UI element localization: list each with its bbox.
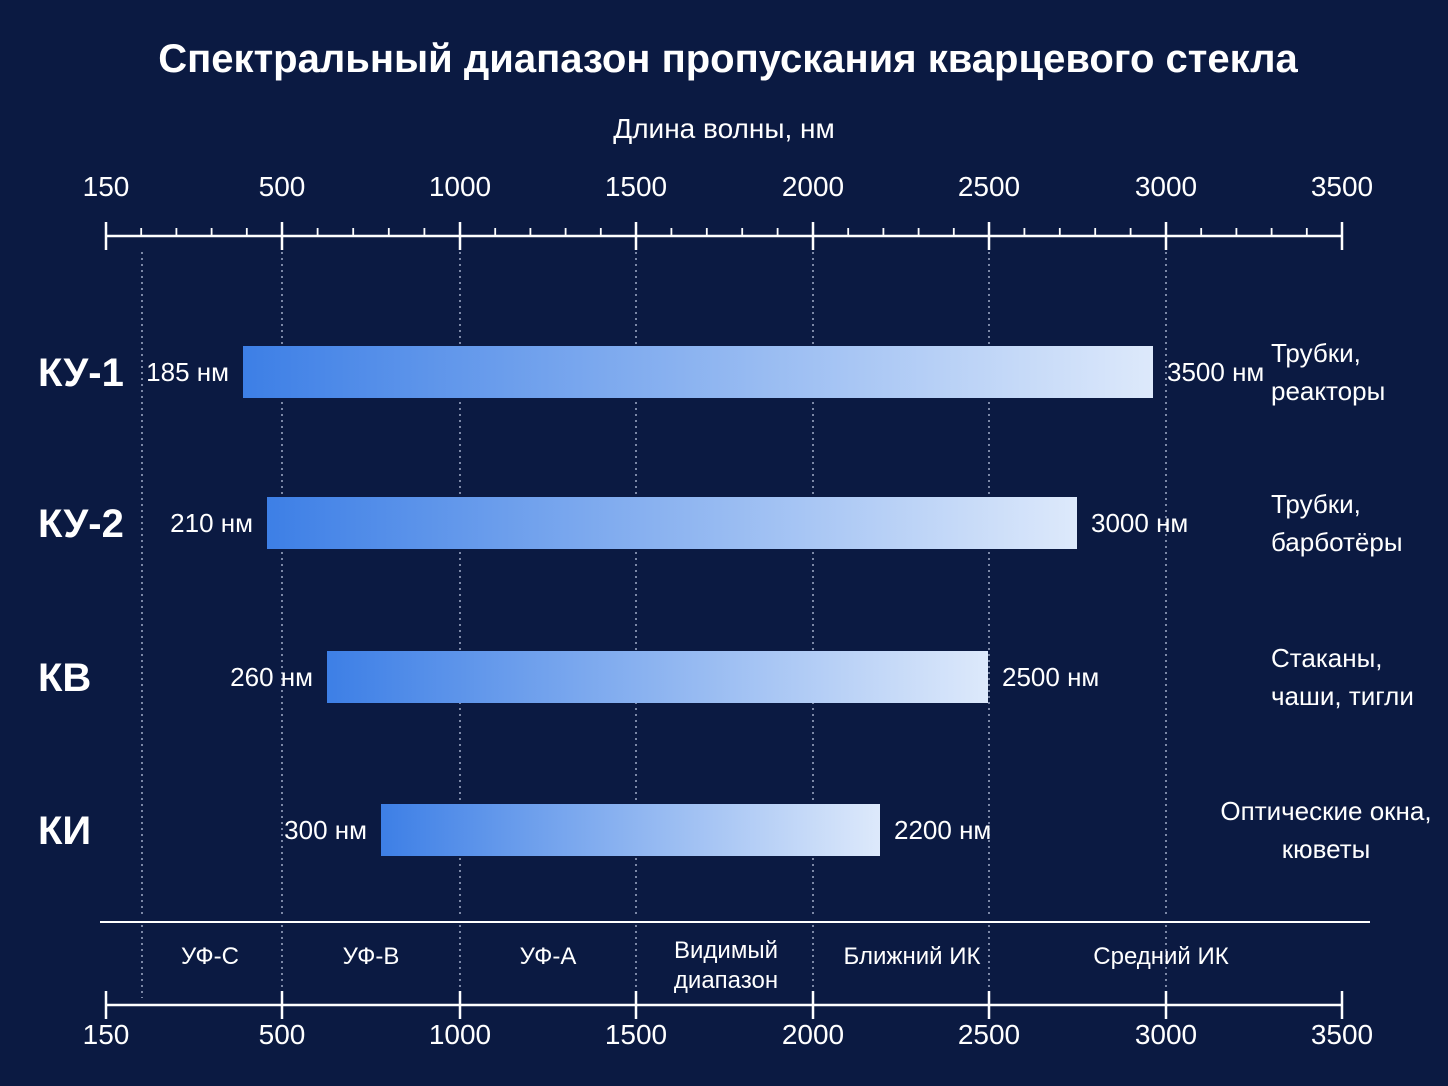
top-tick-label: 3000 — [1135, 171, 1197, 202]
x-axis-title: Длина волны, нм — [613, 113, 834, 144]
top-tick-label: 2500 — [958, 171, 1020, 202]
bottom-tick-label: 500 — [259, 1019, 306, 1050]
band-label: Средний ИК — [1093, 943, 1228, 970]
row-label: КУ-1 — [38, 351, 124, 395]
band-label: Ближний ИК — [844, 943, 981, 970]
start-value-label: 210 нм — [170, 508, 253, 538]
start-value-label: 260 нм — [230, 662, 313, 692]
band-label: диапазон — [674, 967, 778, 994]
top-tick-label: 2000 — [782, 171, 844, 202]
start-value-label: 300 нм — [284, 815, 367, 845]
top-tick-label: 3500 — [1311, 171, 1373, 202]
chart-title: Спектральный диапазон пропускания кварце… — [158, 37, 1298, 81]
spectral-bands: УФ-С УФ-В УФ-А Видимый диапазон Ближний ИК Сре… — [181, 937, 1229, 994]
band-label: УФ-А — [520, 943, 577, 970]
band-label: УФ-В — [343, 943, 400, 970]
top-tick-label: 500 — [259, 171, 306, 202]
use-label: Стаканы, — [1271, 643, 1383, 673]
axes: 150 500 1000 1500 2000 2500 3000 3500 150 500 1000… — [83, 171, 1374, 1050]
use-label: барботёры — [1271, 527, 1403, 557]
bottom-tick-label: 2000 — [782, 1019, 844, 1050]
range-bar — [381, 804, 880, 856]
row-label: КУ-2 — [38, 502, 124, 546]
row-label: КВ — [38, 656, 91, 700]
use-label: Трубки, — [1271, 338, 1361, 368]
grid-lines — [141, 252, 1167, 998]
use-label: Трубки, — [1271, 489, 1361, 519]
bottom-tick-label: 1000 — [429, 1019, 491, 1050]
bottom-tick-label: 1500 — [605, 1019, 667, 1050]
bottom-tick-label: 3000 — [1135, 1019, 1197, 1050]
bottom-tick-label: 2500 — [958, 1019, 1020, 1050]
range-bar — [267, 497, 1077, 549]
end-value-label: 2500 нм — [1002, 662, 1099, 692]
band-label: УФ-С — [181, 943, 239, 970]
start-value-label: 185 нм — [146, 357, 229, 387]
bottom-tick-label: 150 — [83, 1019, 130, 1050]
use-label: реакторы — [1271, 376, 1385, 406]
use-label: чаши, тигли — [1271, 681, 1414, 711]
row-label: КИ — [38, 809, 91, 853]
use-label: Оптические окна, — [1220, 796, 1431, 826]
end-value-label: 3500 нм — [1167, 357, 1264, 387]
top-tick-label: 1000 — [429, 171, 491, 202]
bottom-tick-label: 3500 — [1311, 1019, 1373, 1050]
top-tick-label: 1500 — [605, 171, 667, 202]
end-value-label: 2200 нм — [894, 815, 991, 845]
range-bar — [243, 346, 1153, 398]
top-tick-label: 150 — [83, 171, 130, 202]
use-label: кюветы — [1282, 834, 1371, 864]
range-bar — [327, 651, 988, 703]
band-label: Видимый — [674, 937, 778, 964]
end-value-label: 3000 нм — [1091, 508, 1188, 538]
